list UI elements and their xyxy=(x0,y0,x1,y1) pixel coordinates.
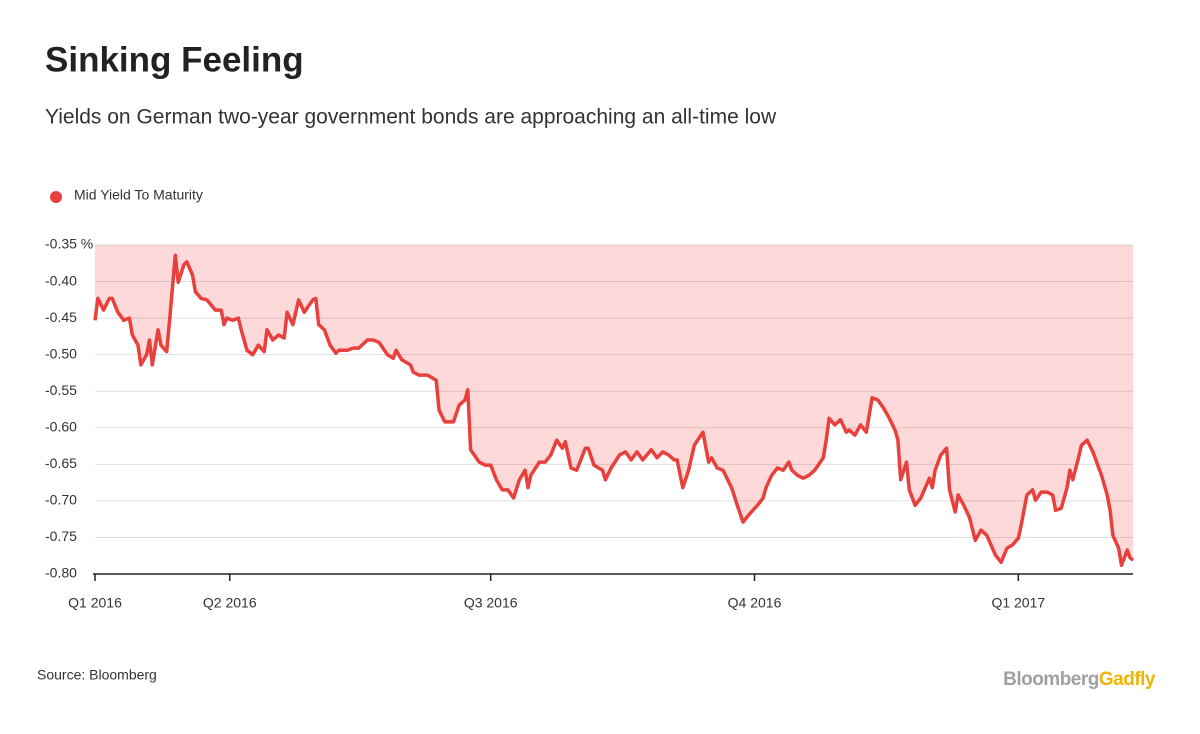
y-tick-label: -0.55 xyxy=(45,382,77,398)
chart-title: Sinking Feeling xyxy=(45,40,304,79)
legend-swatch xyxy=(50,191,62,203)
chart-subtitle: Yields on German two-year government bon… xyxy=(45,106,777,129)
y-tick-label: -0.65 xyxy=(45,455,77,471)
x-tick-label: Q1 2017 xyxy=(991,595,1045,611)
x-tick-label: Q2 2016 xyxy=(203,595,257,611)
y-tick-label: -0.75 xyxy=(45,528,77,544)
y-tick-label: -0.40 xyxy=(45,272,77,288)
y-tick-label: -0.45 xyxy=(45,309,77,325)
y-tick-label: -0.70 xyxy=(45,492,77,508)
x-tick-label: Q1 2016 xyxy=(68,595,122,611)
brand-logo: BloombergGadfly xyxy=(1003,669,1156,690)
x-tick-label: Q4 2016 xyxy=(728,595,782,611)
source-note: Source: Bloomberg xyxy=(37,667,157,683)
y-tick-label: -0.80 xyxy=(45,565,77,581)
legend-label: Mid Yield To Maturity xyxy=(74,187,203,203)
x-tick-label: Q3 2016 xyxy=(464,595,518,611)
brand-accent: Gadfly xyxy=(1099,669,1156,690)
y-tick-label: -0.60 xyxy=(45,418,77,434)
line xyxy=(93,253,1135,567)
y-tick-label: -0.50 xyxy=(45,345,77,361)
y-tick-label: -0.35 % xyxy=(45,236,93,252)
brand-primary: Bloomberg xyxy=(1003,669,1099,690)
area xyxy=(95,245,1133,566)
